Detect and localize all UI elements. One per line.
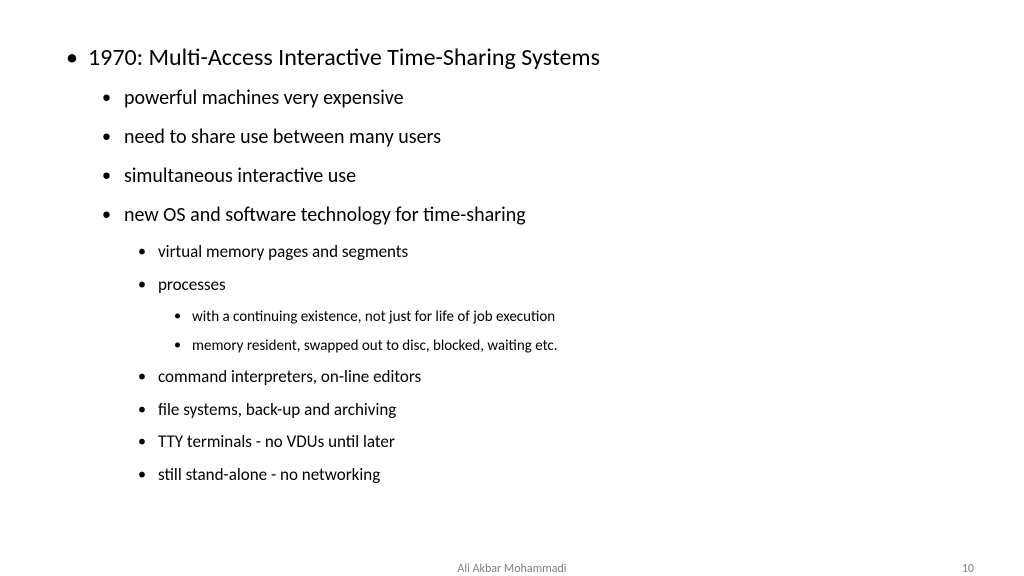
- bullet-l3: file systems, back-up and archiving: [132, 399, 964, 422]
- bullet-l2: powerful machines very expensive: [96, 85, 964, 112]
- bullet-l4: memory resident, swapped out to disc, bl…: [168, 336, 964, 356]
- footer-page-number: 10: [962, 562, 974, 576]
- slide: 1970: Multi-Access Interactive Time-Shar…: [0, 0, 1024, 576]
- bullet-l1: 1970: Multi-Access Interactive Time-Shar…: [60, 42, 964, 73]
- bullet-l3: command interpreters, on-line editors: [132, 366, 964, 389]
- footer-author: Ali Akbar Mohammadi: [0, 562, 1024, 576]
- bullet-l4: with a continuing existence, not just fo…: [168, 307, 964, 327]
- bullet-list: 1970: Multi-Access Interactive Time-Shar…: [60, 42, 964, 487]
- bullet-l2: simultaneous interactive use: [96, 163, 964, 190]
- bullet-l3: virtual memory pages and segments: [132, 241, 964, 264]
- bullet-l2: need to share use between many users: [96, 124, 964, 151]
- bullet-l3: processes: [132, 274, 964, 297]
- bullet-l3: still stand-alone - no networking: [132, 464, 964, 487]
- bullet-l2: new OS and software technology for time-…: [96, 202, 964, 229]
- bullet-l3: TTY terminals - no VDUs until later: [132, 431, 964, 454]
